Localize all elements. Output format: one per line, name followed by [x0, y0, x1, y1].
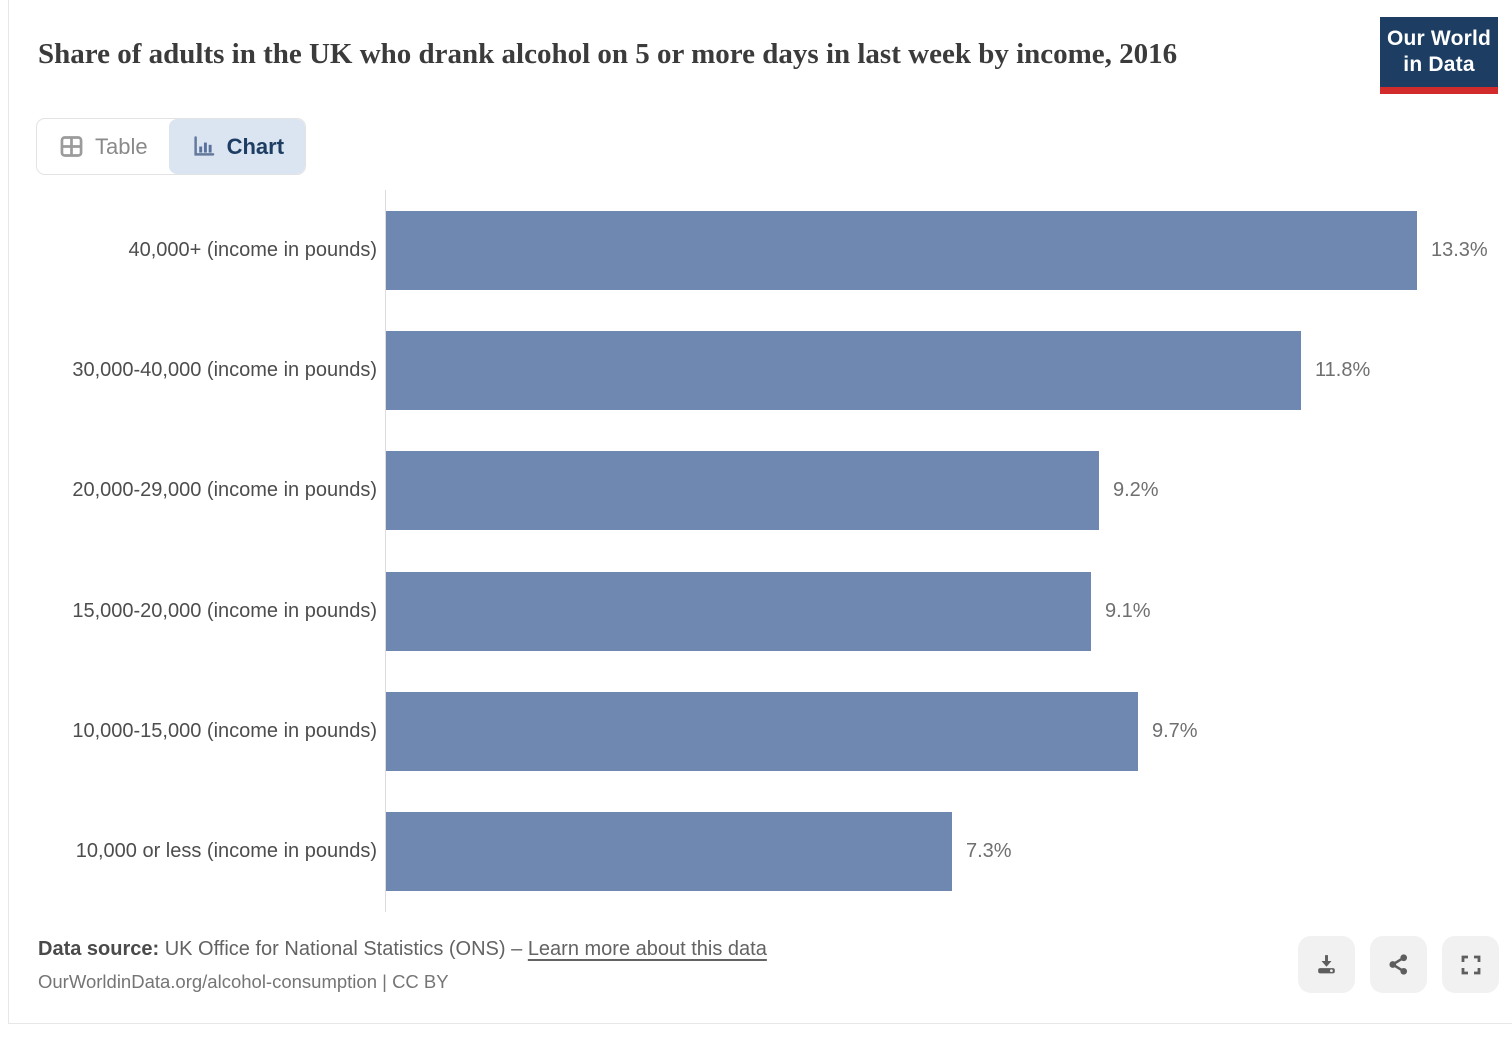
bar[interactable]	[386, 330, 1301, 410]
tab-chart-label: Chart	[226, 133, 285, 159]
bar[interactable]	[386, 210, 1417, 290]
bar-row: 10,000 or less (income in pounds) 7.3%	[0, 811, 1512, 891]
bar[interactable]	[386, 811, 952, 891]
data-source-separator: –	[511, 938, 523, 960]
bar-value-label: 11.8%	[1315, 358, 1371, 381]
category-label: 15,000-20,000 (income in pounds)	[72, 599, 377, 622]
bar-chart-icon	[190, 133, 217, 160]
y-axis-line	[385, 190, 386, 912]
bar-row: 40,000+ (income in pounds) 13.3%	[0, 210, 1512, 290]
data-source-prefix: Data source:	[38, 938, 160, 960]
bar-value-label: 9.2%	[1113, 478, 1159, 501]
bar[interactable]	[386, 691, 1138, 771]
data-source-line: Data source: UK Office for National Stat…	[38, 936, 767, 962]
owid-logo-text-line2: in Data	[1403, 53, 1475, 76]
fullscreen-icon	[1459, 953, 1483, 977]
fullscreen-button[interactable]	[1442, 936, 1499, 993]
category-label: 10,000-15,000 (income in pounds)	[72, 719, 377, 742]
bar-value-label: 7.3%	[966, 839, 1012, 862]
owid-logo-red-bar	[1380, 87, 1498, 94]
bar-row: 15,000-20,000 (income in pounds) 9.1%	[0, 571, 1512, 651]
tab-table[interactable]: Table	[37, 119, 169, 174]
page-title: Share of adults in the UK who drank alco…	[38, 38, 1178, 71]
category-label: 40,000+ (income in pounds)	[128, 238, 378, 261]
download-icon	[1314, 952, 1339, 977]
bar-row: 30,000-40,000 (income in pounds) 11.8%	[0, 330, 1512, 410]
learn-more-link[interactable]: Learn more about this data	[527, 938, 767, 960]
tab-table-label: Table	[95, 133, 148, 159]
bar[interactable]	[386, 450, 1099, 530]
download-button[interactable]	[1298, 936, 1355, 993]
share-button[interactable]	[1370, 936, 1427, 993]
bar-row: 10,000-15,000 (income in pounds) 9.7%	[0, 691, 1512, 771]
category-label: 30,000-40,000 (income in pounds)	[72, 358, 377, 381]
share-icon	[1386, 952, 1411, 977]
bar-value-label: 13.3%	[1431, 238, 1488, 261]
owid-logo-text-line1: Our World	[1386, 27, 1492, 50]
view-toggle: Table Chart	[36, 118, 307, 175]
owid-logo[interactable]: Our World in Data	[1380, 17, 1498, 94]
attribution-line: OurWorldinData.org/alcohol-consumption |…	[38, 971, 449, 992]
category-label: 20,000-29,000 (income in pounds)	[72, 478, 377, 501]
bar[interactable]	[386, 571, 1091, 651]
tab-chart[interactable]: Chart	[168, 119, 306, 174]
bar-value-label: 9.1%	[1105, 599, 1151, 622]
data-source-text: UK Office for National Statistics (ONS)	[164, 938, 506, 960]
category-label: 10,000 or less (income in pounds)	[75, 839, 377, 862]
bar-value-label: 9.7%	[1152, 719, 1198, 742]
bar-row: 20,000-29,000 (income in pounds) 9.2%	[0, 450, 1512, 530]
table-icon	[58, 133, 85, 160]
